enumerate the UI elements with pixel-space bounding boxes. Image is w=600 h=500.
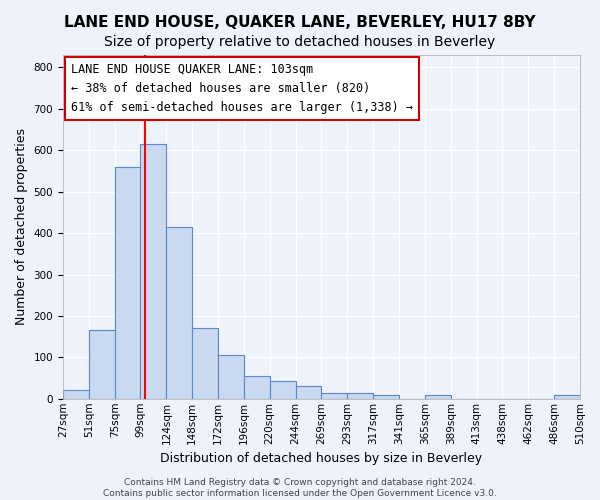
Text: LANE END HOUSE QUAKER LANE: 103sqm
← 38% of detached houses are smaller (820)
61: LANE END HOUSE QUAKER LANE: 103sqm ← 38%… [71,64,413,114]
Bar [425,396,451,399]
Bar [373,394,399,399]
Bar [192,328,218,399]
Bar [296,386,322,399]
Bar [347,394,373,399]
Text: Contains HM Land Registry data © Crown copyright and database right 2024.
Contai: Contains HM Land Registry data © Crown c… [103,478,497,498]
X-axis label: Distribution of detached houses by size in Beverley: Distribution of detached houses by size … [160,452,482,465]
Bar [63,390,89,399]
Bar [322,392,347,399]
Y-axis label: Number of detached properties: Number of detached properties [15,128,28,326]
Bar [218,356,244,399]
Bar [89,330,115,399]
Bar [554,396,580,399]
Bar [244,376,270,399]
Bar [270,382,296,399]
Text: LANE END HOUSE, QUAKER LANE, BEVERLEY, HU17 8BY: LANE END HOUSE, QUAKER LANE, BEVERLEY, H… [64,15,536,30]
Bar [166,227,192,399]
Bar [115,167,140,399]
Text: Size of property relative to detached houses in Beverley: Size of property relative to detached ho… [104,35,496,49]
Bar [140,144,166,399]
